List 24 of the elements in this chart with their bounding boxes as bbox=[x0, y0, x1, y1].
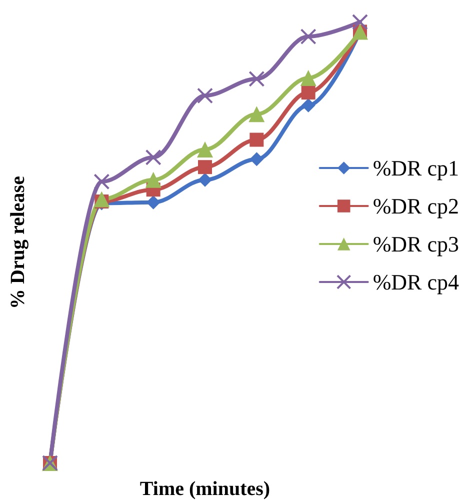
point bbox=[352, 14, 368, 30]
y-axis-title: % Drug release bbox=[7, 176, 29, 309]
legend-label: %DR cp1 bbox=[372, 156, 460, 180]
point bbox=[198, 172, 212, 187]
point bbox=[248, 70, 265, 87]
point bbox=[248, 106, 265, 122]
x-axis-title: Time (minutes) bbox=[140, 478, 270, 500]
point bbox=[197, 88, 213, 104]
point bbox=[301, 86, 316, 100]
point bbox=[300, 70, 316, 86]
point bbox=[250, 152, 264, 166]
point bbox=[198, 160, 212, 174]
point bbox=[94, 191, 110, 208]
point bbox=[250, 132, 264, 147]
point bbox=[146, 195, 160, 210]
point bbox=[145, 172, 162, 188]
legend-label: %DR cp3 bbox=[372, 232, 460, 256]
point bbox=[94, 174, 110, 190]
legend-label: %DR cp2 bbox=[372, 194, 460, 218]
point bbox=[145, 149, 162, 166]
point bbox=[300, 28, 316, 45]
legend-label: %DR cp4 bbox=[372, 270, 460, 294]
point bbox=[197, 141, 213, 158]
point bbox=[301, 98, 316, 112]
